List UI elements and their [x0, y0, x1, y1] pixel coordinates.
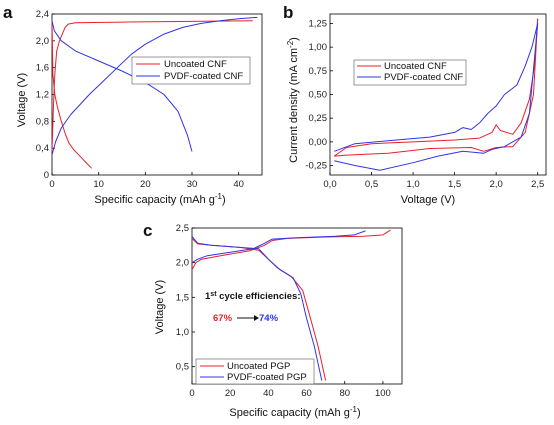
panel-label-c: c [143, 221, 152, 240]
chart-a-xtick-label: 30 [187, 179, 198, 190]
chart-c-xtick-label: 0 [189, 388, 194, 399]
chart-b-xtick-label: 2,5 [531, 179, 544, 190]
chart-a-legend: Uncoated CNF PVDF-coated CNF [131, 56, 251, 85]
chart-a-ytick-label: 0 [44, 170, 49, 181]
chart-b-xlabel: Voltage (V) [401, 194, 455, 206]
chart-c-ytick-label: 2,5 [176, 223, 189, 234]
chart-c-legend-coated: PVDF-coated PGP [227, 372, 307, 383]
chart-c-ytick-label: 1,5 [176, 292, 189, 303]
chart-b-ytick-label: -0,25 [305, 161, 327, 172]
chart-b-ytick-label: 0,25 [309, 113, 328, 124]
chart-b-ytick-label: 0,00 [309, 137, 328, 148]
chart-b-ylabel: Current density (mA cm-2) [286, 37, 301, 163]
chart-a-legend-box [131, 56, 251, 85]
chart-a-ytick-label: 0,8 [36, 116, 49, 127]
chart-b-series-coated-line-1 [334, 23, 539, 171]
chart-c-ytick-label: 1,0 [176, 327, 189, 338]
efficiency-arrow-head [254, 315, 259, 321]
chart-a: 0 10 20 30 40 0 0,4 0,8 1,2 1,6 2,0 2,4 [36, 9, 263, 190]
chart-b-series-coated-line-0 [334, 23, 539, 152]
chart-a-ytick-label: 1,2 [36, 90, 49, 101]
chart-a-ytick-label: 0,4 [36, 143, 49, 154]
chart-c-legend-uncoated: Uncoated PGP [227, 361, 290, 372]
chart-a-xtick-label: 20 [140, 179, 151, 190]
chart-b-xtick-label: 1,5 [448, 179, 461, 190]
chart-a-xtick-label: 0 [49, 179, 54, 190]
chart-c-xlabel: Specific capacity (mAh g-1) [229, 405, 360, 420]
chart-c-series-uncoated-line-0 [191, 229, 391, 270]
chart-c-series-coated-line-1 [191, 235, 323, 381]
chart-a-series-coated-line-1 [51, 20, 193, 152]
chart-c-xtick-label: 60 [301, 388, 312, 399]
chart-a-ytick-label: 2,0 [36, 36, 49, 47]
chart-c-xtick-label: 40 [263, 388, 274, 399]
chart-a-ylabel: Voltage (V) [16, 73, 28, 127]
chart-c-xtick-label: 80 [339, 388, 350, 399]
chart-a-series-uncoated-line-0 [51, 20, 253, 152]
chart-a-xlabel: Specific capacity (mAh g-1) [94, 192, 225, 207]
chart-b-legend-coated: PVDF-coated CNF [384, 72, 463, 83]
chart-b-xtick-label: 2,0 [490, 179, 503, 190]
chart-c-legend-box [195, 358, 315, 385]
chart-b-legend-uncoated: Uncoated CNF [384, 61, 447, 72]
chart-a-series-coated-line-0 [51, 16, 258, 156]
chart-a-legend-coated: PVDF-coated CNF [164, 71, 243, 82]
efficiency-coated: 74% [259, 313, 279, 324]
chart-c-ylabel: Voltage (V) [154, 280, 166, 334]
chart-c-legend: Uncoated PGP PVDF-coated PGP [195, 358, 315, 385]
chart-a-ytick-label: 2,4 [36, 9, 49, 20]
chart-b-legend: Uncoated CNF PVDF-coated CNF [353, 59, 467, 86]
panel-label-a: a [3, 3, 13, 22]
chart-a-legend-uncoated: Uncoated CNF [164, 59, 227, 70]
chart-a-xtick-label: 10 [93, 179, 104, 190]
chart-b-ytick-label: 0,75 [309, 66, 328, 77]
chart-b-xtick-label: 0,5 [365, 179, 378, 190]
chart-c-series-coated-line-0 [191, 230, 366, 264]
efficiency-title: 1st cycle efficiencies: [205, 291, 301, 303]
chart-c-ytick-label: 0,5 [176, 362, 189, 373]
chart-b-series-uncoated-line-1 [334, 18, 539, 157]
chart-b-ytick-label: 1,00 [309, 42, 328, 53]
efficiency-uncoated: 67% [213, 313, 233, 324]
chart-b-legend-box [353, 59, 467, 86]
chart-a-ytick-label: 1,6 [36, 63, 49, 74]
chart-b: 0,0 0,5 1,0 1,5 2,0 2,5 -0,25 0,00 0,25 0,50 0,75 1… [305, 13, 547, 190]
chart-b-xtick-label: 1,0 [406, 179, 419, 190]
chart-a-xtick-label: 40 [233, 179, 244, 190]
chart-b-xtick-label: 0,0 [323, 179, 336, 190]
chart-c-xtick-label: 100 [375, 388, 391, 399]
chart-b-ytick-label: 0,50 [309, 90, 328, 101]
chart-c-ytick-label: 2,0 [176, 258, 189, 269]
chart-a-series-uncoated-line-1 [51, 20, 93, 169]
chart-b-ytick-label: 1,25 [309, 18, 328, 29]
chart-b-plot-frame [329, 13, 547, 176]
panel-label-b: b [283, 3, 293, 22]
efficiency-annotation: 1st cycle efficiencies: 67% 74% [205, 291, 301, 325]
chart-c-xtick-label: 20 [225, 388, 236, 399]
chart-b-series-uncoated-line-0 [333, 18, 539, 157]
